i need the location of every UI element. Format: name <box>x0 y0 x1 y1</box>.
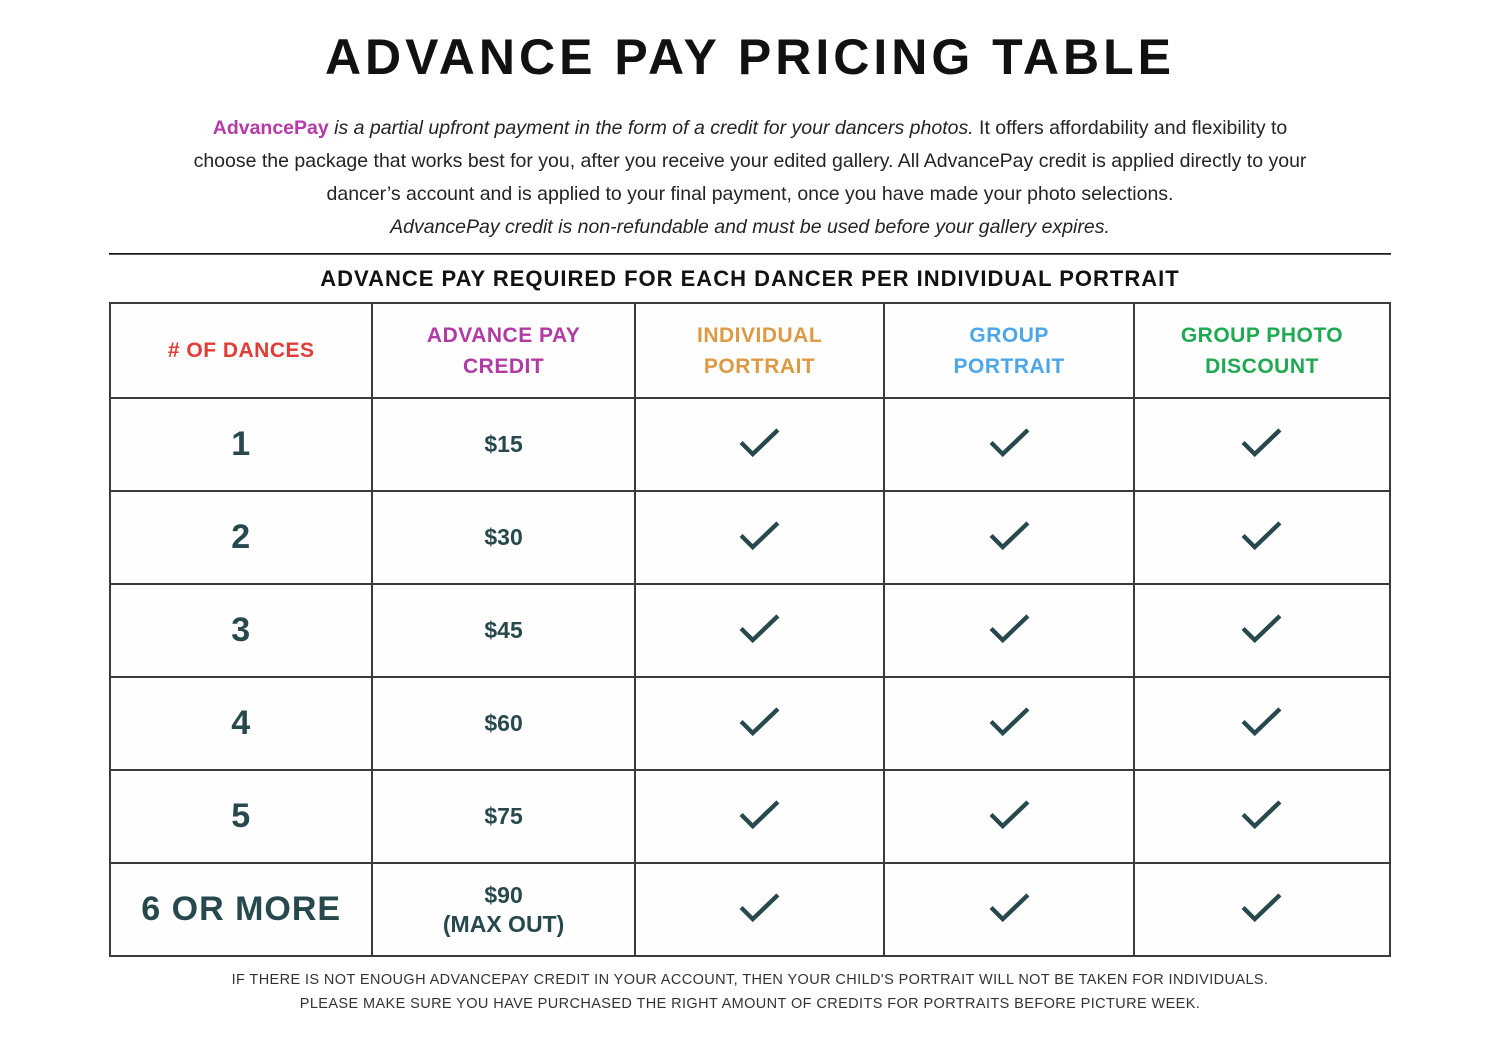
column-header-label: # OF DANCES <box>167 339 315 362</box>
page-title: ADVANCE PAY PRICING TABLE <box>324 29 1176 85</box>
credit-cell: $75 <box>371 769 636 864</box>
group-portrait-cell <box>883 583 1135 678</box>
pricing-table: # OF DANCES ADVANCE PAY CREDIT INDIVIDUAL … <box>108 302 1392 957</box>
checkmark-icon <box>738 706 781 742</box>
checkmark-icon <box>988 613 1031 649</box>
table-row: 4 $60 <box>108 676 1392 771</box>
table-row: 5 $75 <box>108 769 1392 864</box>
group-portrait-cell <box>883 490 1135 585</box>
group-photo-discount-cell <box>1132 676 1392 771</box>
table-row: 2 $30 <box>108 490 1392 585</box>
column-header-label: INDIVIDUAL PORTRAIT <box>696 323 823 378</box>
group-portrait-cell <box>883 397 1135 492</box>
intro-line: AdvancePay is a partial upfront payment … <box>109 112 1391 145</box>
content: ADVANCE PAY PRICING TABLE AdvancePay is … <box>108 28 1392 1016</box>
individual-portrait-cell <box>633 490 886 585</box>
footer-note: IF THERE IS NOT ENOUGH ADVANCEPAY CREDIT… <box>109 968 1391 1016</box>
credit-value: $15 <box>484 431 523 457</box>
group-photo-discount-cell <box>1132 490 1392 585</box>
table-heading: ADVANCE PAY REQUIRED FOR EACH DANCER PER… <box>320 266 1180 291</box>
checkmark-icon <box>738 613 781 649</box>
footer-line-2: PLEASE MAKE SURE YOU HAVE PURCHASED THE … <box>299 996 1201 1012</box>
divider-line <box>109 253 1391 255</box>
checkmark-icon <box>738 427 781 463</box>
dances-cell: 2 <box>108 490 374 585</box>
column-header-label: GROUP PHOTO DISCOUNT <box>1180 323 1344 378</box>
dances-value: 3 <box>231 611 252 649</box>
intro-text-segment: AdvancePay credit is non-refundable and … <box>390 216 1110 238</box>
dances-cell: 6 OR MORE <box>108 862 374 957</box>
checkmark-icon <box>1240 706 1283 742</box>
checkmark-icon <box>988 892 1031 928</box>
checkmark-icon <box>738 520 781 556</box>
intro-text-segment: is a partial upfront payment in the form… <box>334 117 974 139</box>
credit-value: $30 <box>484 524 523 550</box>
credit-value: $45 <box>484 617 523 643</box>
intro-text-segment: choose the package that works best for y… <box>193 150 1307 172</box>
intro-text-segment: dancer’s account and is applied to your … <box>326 183 1174 205</box>
group-portrait-cell <box>883 862 1135 957</box>
credit-value: $60 <box>484 710 523 736</box>
dances-value: 1 <box>231 425 252 463</box>
checkmark-icon <box>1240 520 1283 556</box>
table-header-row: # OF DANCES ADVANCE PAY CREDIT INDIVIDUAL … <box>108 302 1392 399</box>
group-portrait-cell <box>883 676 1135 771</box>
checkmark-icon <box>738 799 781 835</box>
column-header-5: GROUP PHOTO DISCOUNT <box>1132 302 1392 399</box>
credit-cell: $30 <box>371 490 636 585</box>
individual-portrait-cell <box>633 397 886 492</box>
column-header-3: INDIVIDUAL PORTRAIT <box>633 302 886 399</box>
dances-cell: 1 <box>108 397 374 492</box>
checkmark-icon <box>988 706 1031 742</box>
dances-value: 2 <box>231 518 252 556</box>
brand-name: AdvancePay <box>212 117 329 139</box>
group-photo-discount-cell <box>1132 769 1392 864</box>
individual-portrait-cell <box>633 676 886 771</box>
checkmark-icon <box>1240 613 1283 649</box>
credit-cell: $45 <box>371 583 636 678</box>
credit-note: (MAX OUT) <box>442 910 565 937</box>
credit-cell: $60 <box>371 676 636 771</box>
dances-value: 5 <box>231 797 252 835</box>
checkmark-icon <box>738 892 781 928</box>
footer-line-1: IF THERE IS NOT ENOUGH ADVANCEPAY CREDIT… <box>231 972 1269 988</box>
intro-text-segment: It offers affordability and flexibility … <box>973 117 1288 139</box>
credit-value: $90 <box>484 881 523 908</box>
intro-line: AdvancePay credit is non-refundable and … <box>109 211 1391 244</box>
dances-value: 6 OR MORE <box>141 890 342 928</box>
credit-cell: $15 <box>371 397 636 492</box>
table-row: 6 OR MORE $90 (MAX OUT) <box>108 862 1392 957</box>
checkmark-icon <box>1240 799 1283 835</box>
checkmark-icon <box>988 520 1031 556</box>
column-header-2: ADVANCE PAY CREDIT <box>371 302 636 399</box>
checkmark-icon <box>1240 427 1283 463</box>
table-row: 1 $15 <box>108 397 1392 492</box>
dances-cell: 3 <box>108 583 374 678</box>
dances-cell: 4 <box>108 676 374 771</box>
dances-value: 4 <box>231 704 252 742</box>
column-header-label: GROUP PORTRAIT <box>953 323 1065 378</box>
credit-cell: $90 (MAX OUT) <box>371 862 636 957</box>
column-header-label: ADVANCE PAY CREDIT <box>426 323 581 378</box>
group-photo-discount-cell <box>1132 583 1392 678</box>
table-body: 1 $15 2 $30 3 $45 4 $60 5 $75 6 OR MORE $90 (MAX OUT… <box>108 397 1392 957</box>
table-row: 3 $45 <box>108 583 1392 678</box>
column-header-1: # OF DANCES <box>108 302 374 399</box>
intro-paragraph: AdvancePay is a partial upfront payment … <box>109 112 1391 244</box>
dances-cell: 5 <box>108 769 374 864</box>
intro-line: choose the package that works best for y… <box>109 145 1391 178</box>
group-portrait-cell <box>883 769 1135 864</box>
column-header-4: GROUP PORTRAIT <box>883 302 1135 399</box>
group-photo-discount-cell <box>1132 397 1392 492</box>
intro-line: dancer’s account and is applied to your … <box>109 178 1391 211</box>
credit-value: $75 <box>484 803 523 829</box>
individual-portrait-cell <box>633 583 886 678</box>
group-photo-discount-cell <box>1132 862 1392 957</box>
checkmark-icon <box>988 799 1031 835</box>
individual-portrait-cell <box>633 862 886 957</box>
individual-portrait-cell <box>633 769 886 864</box>
checkmark-icon <box>988 427 1031 463</box>
checkmark-icon <box>1240 892 1283 928</box>
